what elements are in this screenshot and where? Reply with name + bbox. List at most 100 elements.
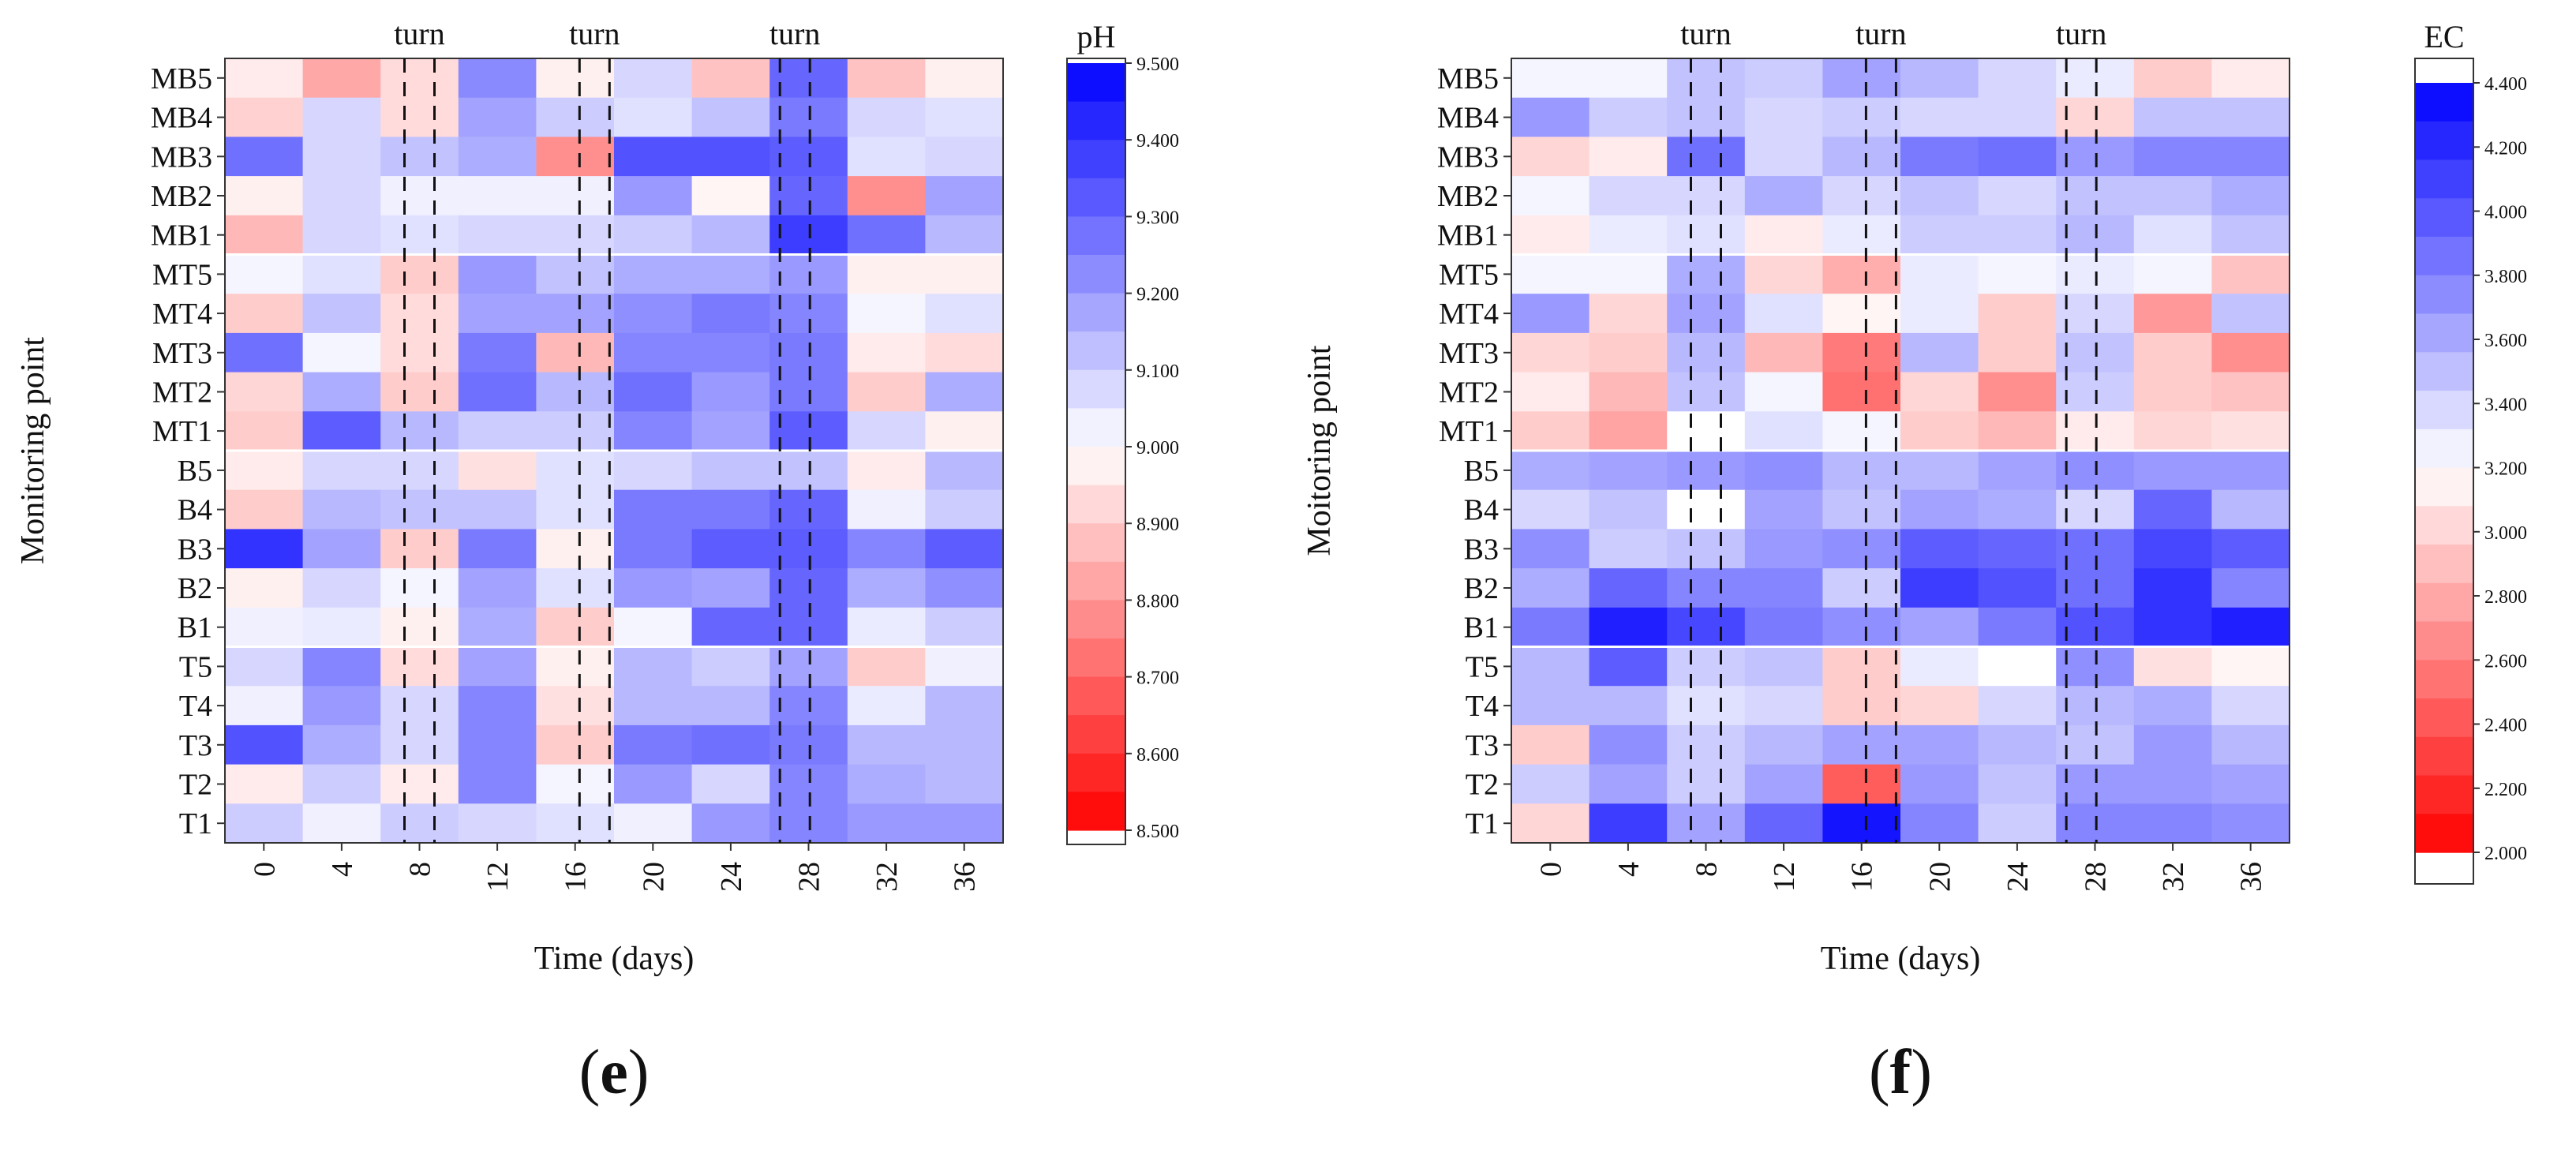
heatmap-cell xyxy=(925,451,1004,491)
row-label: MT2 xyxy=(152,376,212,410)
heatmap-cell xyxy=(925,489,1004,530)
heatmap-cell xyxy=(458,294,537,334)
row-label: B2 xyxy=(178,572,212,605)
heatmap-cell xyxy=(925,294,1004,334)
row-label: MB4 xyxy=(1437,102,1499,135)
heatmap-cell xyxy=(691,332,770,373)
heatmap-cell xyxy=(614,215,693,256)
colorbar-tick-label: 3.000 xyxy=(2484,523,2527,544)
heatmap-cell xyxy=(2133,568,2212,608)
heatmap-cell xyxy=(458,411,537,451)
colorbar-segment xyxy=(1068,561,1125,601)
heatmap-cell xyxy=(1978,764,2057,804)
heatmap-cell xyxy=(458,372,537,412)
heatmap-cell xyxy=(691,686,770,726)
heatmap-cell xyxy=(925,97,1004,137)
heatmap-cell xyxy=(1978,686,2057,726)
heatmap-cell xyxy=(691,803,770,844)
heatmap-cell xyxy=(536,58,615,99)
heatmap-cell xyxy=(458,489,537,530)
heatmap-cell xyxy=(536,803,615,844)
row-label: MT4 xyxy=(1439,298,1499,331)
heatmap-cell xyxy=(1900,215,1979,256)
heatmap-cell xyxy=(614,176,693,216)
heatmap-cell xyxy=(1900,411,1979,451)
colorbar-tick-label: 4.400 xyxy=(2484,74,2527,95)
heatmap-cell xyxy=(847,97,926,137)
heatmap-cell xyxy=(1744,724,1823,766)
heatmap-cell xyxy=(1900,803,1979,844)
heatmap-cell xyxy=(2211,215,2290,256)
colorbar-segment xyxy=(2416,237,2473,276)
heatmap-cell xyxy=(1667,372,1746,412)
heatmap-cell xyxy=(1822,215,1901,256)
turn-label: turn xyxy=(1680,16,1731,51)
heatmap-cell xyxy=(2133,646,2212,687)
colorbar-segment xyxy=(2416,391,2473,430)
heatmap-cell xyxy=(380,411,459,451)
row-label: T5 xyxy=(179,650,212,683)
heatmap-cell xyxy=(458,646,537,687)
colorbar-segment xyxy=(1068,523,1125,563)
heatmap-cell xyxy=(1589,686,1668,726)
heatmap-cell xyxy=(1589,764,1668,804)
heatmap-cell xyxy=(614,646,693,687)
heatmap-cell xyxy=(1978,411,2057,451)
y-axis-title: Monitoring point xyxy=(15,337,51,565)
heatmap-cell xyxy=(1900,58,1979,99)
heatmap-cell xyxy=(1511,686,1590,726)
colorbar-tick-label: 8.900 xyxy=(1136,515,1179,535)
heatmap-cell xyxy=(1822,803,1901,844)
heatmap-cell xyxy=(225,646,304,687)
heatmap-cell xyxy=(1667,176,1746,216)
heatmap-cell xyxy=(1511,254,1590,294)
heatmap-cell xyxy=(614,489,693,530)
heatmap-cell xyxy=(691,58,770,99)
heatmap-cell xyxy=(847,451,926,491)
colorbar-segment xyxy=(1068,255,1125,294)
heatmap-cell xyxy=(380,568,459,608)
heatmap-cell xyxy=(614,254,693,294)
heatmap-cell xyxy=(536,451,615,491)
x-tick-label: 28 xyxy=(793,862,826,892)
heatmap-cell xyxy=(1589,97,1668,137)
x-tick-label: 20 xyxy=(1923,862,1956,892)
heatmap-cell xyxy=(536,332,615,373)
heatmap-cell xyxy=(380,607,459,648)
heatmap-cell xyxy=(847,215,926,256)
heatmap-cell xyxy=(691,764,770,804)
colorbar-tick-label: 2.800 xyxy=(2484,587,2527,608)
heatmap-cell xyxy=(1589,372,1668,412)
row-label: T3 xyxy=(1466,729,1499,762)
row-label: MT4 xyxy=(152,298,212,331)
heatmap-cell xyxy=(1822,724,1901,766)
row-label: B1 xyxy=(178,612,212,645)
colorbar-segment xyxy=(2416,198,2473,238)
heatmap-cell xyxy=(1822,764,1901,804)
heatmap-cell xyxy=(225,332,304,373)
heatmap-cell xyxy=(458,215,537,256)
colorbar-segment xyxy=(2416,775,2473,814)
heatmap-cell xyxy=(925,332,1004,373)
colorbar-segment xyxy=(1068,178,1125,217)
heatmap-cell xyxy=(925,646,1004,687)
heatmap-cell xyxy=(2211,176,2290,216)
heatmap-cell xyxy=(1589,215,1668,256)
heatmap-cell xyxy=(614,607,693,648)
panel-label-letter: e xyxy=(600,1038,628,1107)
row-label: T5 xyxy=(1466,650,1499,683)
heatmap-cell xyxy=(1667,489,1746,530)
heatmap-cell xyxy=(225,489,304,530)
heatmap-cell xyxy=(2133,686,2212,726)
colorbar-segment xyxy=(1068,331,1125,371)
heatmap-cell xyxy=(1511,489,1590,530)
heatmap-cell xyxy=(691,568,770,608)
heatmap-cell xyxy=(302,294,381,334)
heatmap-cell xyxy=(2211,451,2290,491)
heatmap-cell xyxy=(1978,646,2057,687)
colorbar-segment xyxy=(2416,429,2473,469)
heatmap-cell xyxy=(1900,372,1979,412)
heatmap-cell xyxy=(847,529,926,569)
turn-label: turn xyxy=(569,16,620,51)
